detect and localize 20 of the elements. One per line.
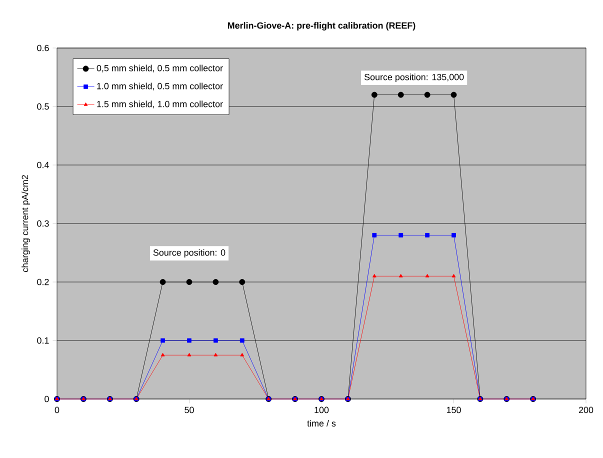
y-tick-label: 0.1 <box>37 337 49 344</box>
y-tick-label: 0.5 <box>37 103 49 110</box>
x-tick-label: 200 <box>578 406 594 414</box>
y-tick-label: 0.2 <box>37 278 49 286</box>
legend-label: 0,5 mm shield, 0.5 mm collector <box>96 64 223 72</box>
x-tick-label: 50 <box>184 406 194 414</box>
y-axis-title: charging current pA/cm2 <box>22 175 30 272</box>
y-tick-label: 0.3 <box>37 220 49 227</box>
y-tick-label: 0 <box>44 396 49 402</box>
legend-label: 1.5 mm shield, 1.0 mm collector <box>97 100 223 108</box>
x-axis-title: time / s <box>307 420 336 427</box>
x-tick-label: 0 <box>54 406 60 414</box>
annotation: Source position: 0 <box>153 249 226 258</box>
annotation: Source position: 135,000 <box>364 74 464 82</box>
y-tick-label: 0.6 <box>37 44 49 52</box>
y-tick-label: 0.4 <box>37 162 49 168</box>
legend-label: 1.0 mm shield, 0.5 mm collector <box>97 82 223 90</box>
x-tick-label: 100 <box>314 406 329 414</box>
x-tick-label: 150 <box>446 406 461 414</box>
chart-title: Merlin-Giove-A: pre-flight calibration (REEF) <box>228 22 416 31</box>
